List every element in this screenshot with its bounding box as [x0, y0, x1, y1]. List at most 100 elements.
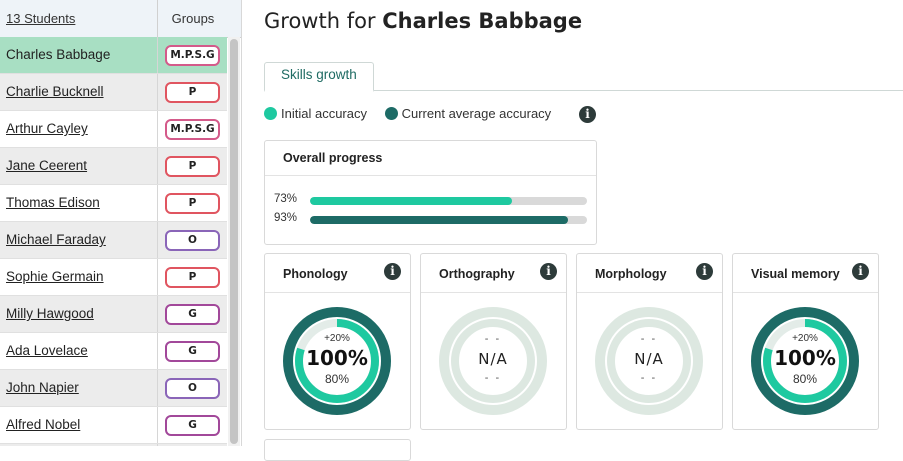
divider [421, 292, 566, 293]
accuracy-ring [751, 307, 859, 415]
student-name[interactable]: Alfred Nobel [6, 417, 81, 432]
no-delta: - - [484, 333, 502, 345]
initial-progress-row: 73% [274, 193, 588, 207]
current-progress-track [310, 216, 587, 224]
accuracy-ring [595, 307, 703, 415]
group-badge: P [165, 193, 220, 214]
divider [733, 292, 878, 293]
group-cell: O [157, 370, 228, 406]
current-accuracy-value: 100% [774, 346, 836, 370]
group-cell: G [157, 333, 228, 369]
group-cell: G [157, 296, 228, 332]
legend-initial: Initial accuracy [264, 106, 367, 121]
empty-inner-ring [607, 319, 691, 403]
group-badge: M.P.S.G [165, 45, 220, 66]
scrollbar-thumb[interactable] [230, 39, 238, 444]
current-accuracy-arc [283, 307, 391, 415]
group-cell: O [157, 222, 228, 258]
student-row[interactable]: Charlie Bucknell P [0, 74, 227, 111]
current-accuracy-value: 100% [306, 346, 368, 370]
student-name[interactable]: Jane Ceerent [6, 158, 88, 173]
divider [577, 292, 722, 293]
student-row[interactable]: Ada Lovelace G [0, 333, 227, 370]
current-accuracy-arc [751, 307, 859, 415]
student-row[interactable]: Charles Babbage M.P.S.G [0, 37, 227, 74]
student-row[interactable]: Michael Faraday O [0, 222, 227, 259]
student-name[interactable]: Sophie Germain [6, 269, 104, 284]
group-cell: P [157, 148, 228, 184]
student-list-header: 13 Students Groups [0, 0, 241, 38]
student-row[interactable]: Sophie Germain P [0, 259, 227, 296]
skill-title: Orthography [439, 267, 515, 281]
student-name[interactable]: Charles Babbage [6, 47, 111, 62]
not-available-value: N/A [478, 350, 508, 368]
info-icon[interactable]: i [852, 263, 869, 280]
info-icon[interactable]: i [384, 263, 401, 280]
skill-title: Morphology [595, 267, 667, 281]
tab-skills-growth[interactable]: Skills growth [264, 62, 374, 92]
student-row[interactable]: John Napier O [0, 370, 227, 407]
info-icon[interactable]: i [540, 263, 557, 280]
divider [265, 292, 410, 293]
initial-accuracy-value: 80% [324, 372, 350, 386]
student-name[interactable]: Arthur Cayley [6, 121, 88, 136]
initial-accuracy-value: 80% [792, 372, 818, 386]
overall-progress-card: Overall progress 73% 93% [264, 140, 597, 245]
student-name[interactable]: Thomas Edison [6, 195, 100, 210]
no-initial: - - [484, 372, 502, 384]
accuracy-delta: +20% [324, 333, 350, 344]
ring-center: - - N/A - - [438, 306, 548, 416]
group-badge: M.P.S.G [165, 119, 220, 140]
skill-card-partial [264, 439, 411, 461]
not-available-value: N/A [634, 350, 664, 368]
current-progress-percent: 93% [274, 212, 298, 224]
group-cell [157, 444, 228, 446]
current-accuracy-dot-icon [384, 107, 398, 120]
initial-progress-fill [310, 197, 513, 205]
student-name[interactable]: Milly Hawgood [6, 306, 94, 321]
initial-progress-track [310, 197, 587, 205]
group-badge: G [165, 415, 220, 436]
group-cell: P [157, 185, 228, 221]
student-row[interactable]: Thomas Edison P [0, 185, 227, 222]
empty-outer-ring [439, 307, 547, 415]
skill-card: Visual memory i +20% 100% 80% [732, 253, 879, 430]
student-name[interactable]: Ada Lovelace [6, 343, 88, 358]
skill-title: Visual memory [751, 267, 840, 281]
student-row[interactable]: Jane Ceerent P [0, 148, 227, 185]
group-cell: G [157, 407, 228, 443]
groups-column-header: Groups [157, 0, 228, 37]
student-name[interactable]: Charlie Bucknell [6, 84, 104, 99]
ring-center: - - N/A - - [594, 306, 704, 416]
ring-center: +20% 100% 80% [750, 306, 860, 416]
overall-progress-title: Overall progress [283, 151, 383, 165]
group-badge: P [165, 156, 220, 177]
student-row[interactable]: Milly Hawgood G [0, 296, 227, 333]
info-icon[interactable]: i [696, 263, 713, 280]
ring-center: +20% 100% 80% [282, 306, 392, 416]
skill-card: Orthography i - - N/A - - [420, 253, 567, 430]
student-row[interactable] [0, 444, 227, 446]
student-row[interactable]: Arthur Cayley M.P.S.G [0, 111, 227, 148]
initial-accuracy-dot-icon [264, 107, 277, 120]
student-name[interactable]: Michael Faraday [6, 232, 106, 247]
tab-bar: Skills growth [264, 62, 903, 92]
student-count-header[interactable]: 13 Students [6, 11, 76, 26]
accuracy-ring [439, 307, 547, 415]
no-delta: - - [640, 333, 658, 345]
title-prefix: Growth for [264, 9, 376, 33]
group-badge: G [165, 341, 220, 362]
sidebar-scrollbar[interactable] [228, 37, 240, 446]
student-name[interactable]: John Napier [6, 380, 79, 395]
accuracy-ring [283, 307, 391, 415]
empty-inner-ring [451, 319, 535, 403]
group-cell: M.P.S.G [157, 37, 228, 73]
info-icon[interactable]: i [579, 106, 596, 123]
initial-accuracy-arc [295, 319, 379, 403]
current-progress-fill [310, 216, 568, 224]
skill-card: Phonology i +20% 100% 80% [264, 253, 411, 430]
student-row[interactable]: Alfred Nobel G [0, 407, 227, 444]
group-badge: P [165, 267, 220, 288]
group-cell: M.P.S.G [157, 111, 228, 147]
current-progress-row: 93% [274, 212, 588, 226]
